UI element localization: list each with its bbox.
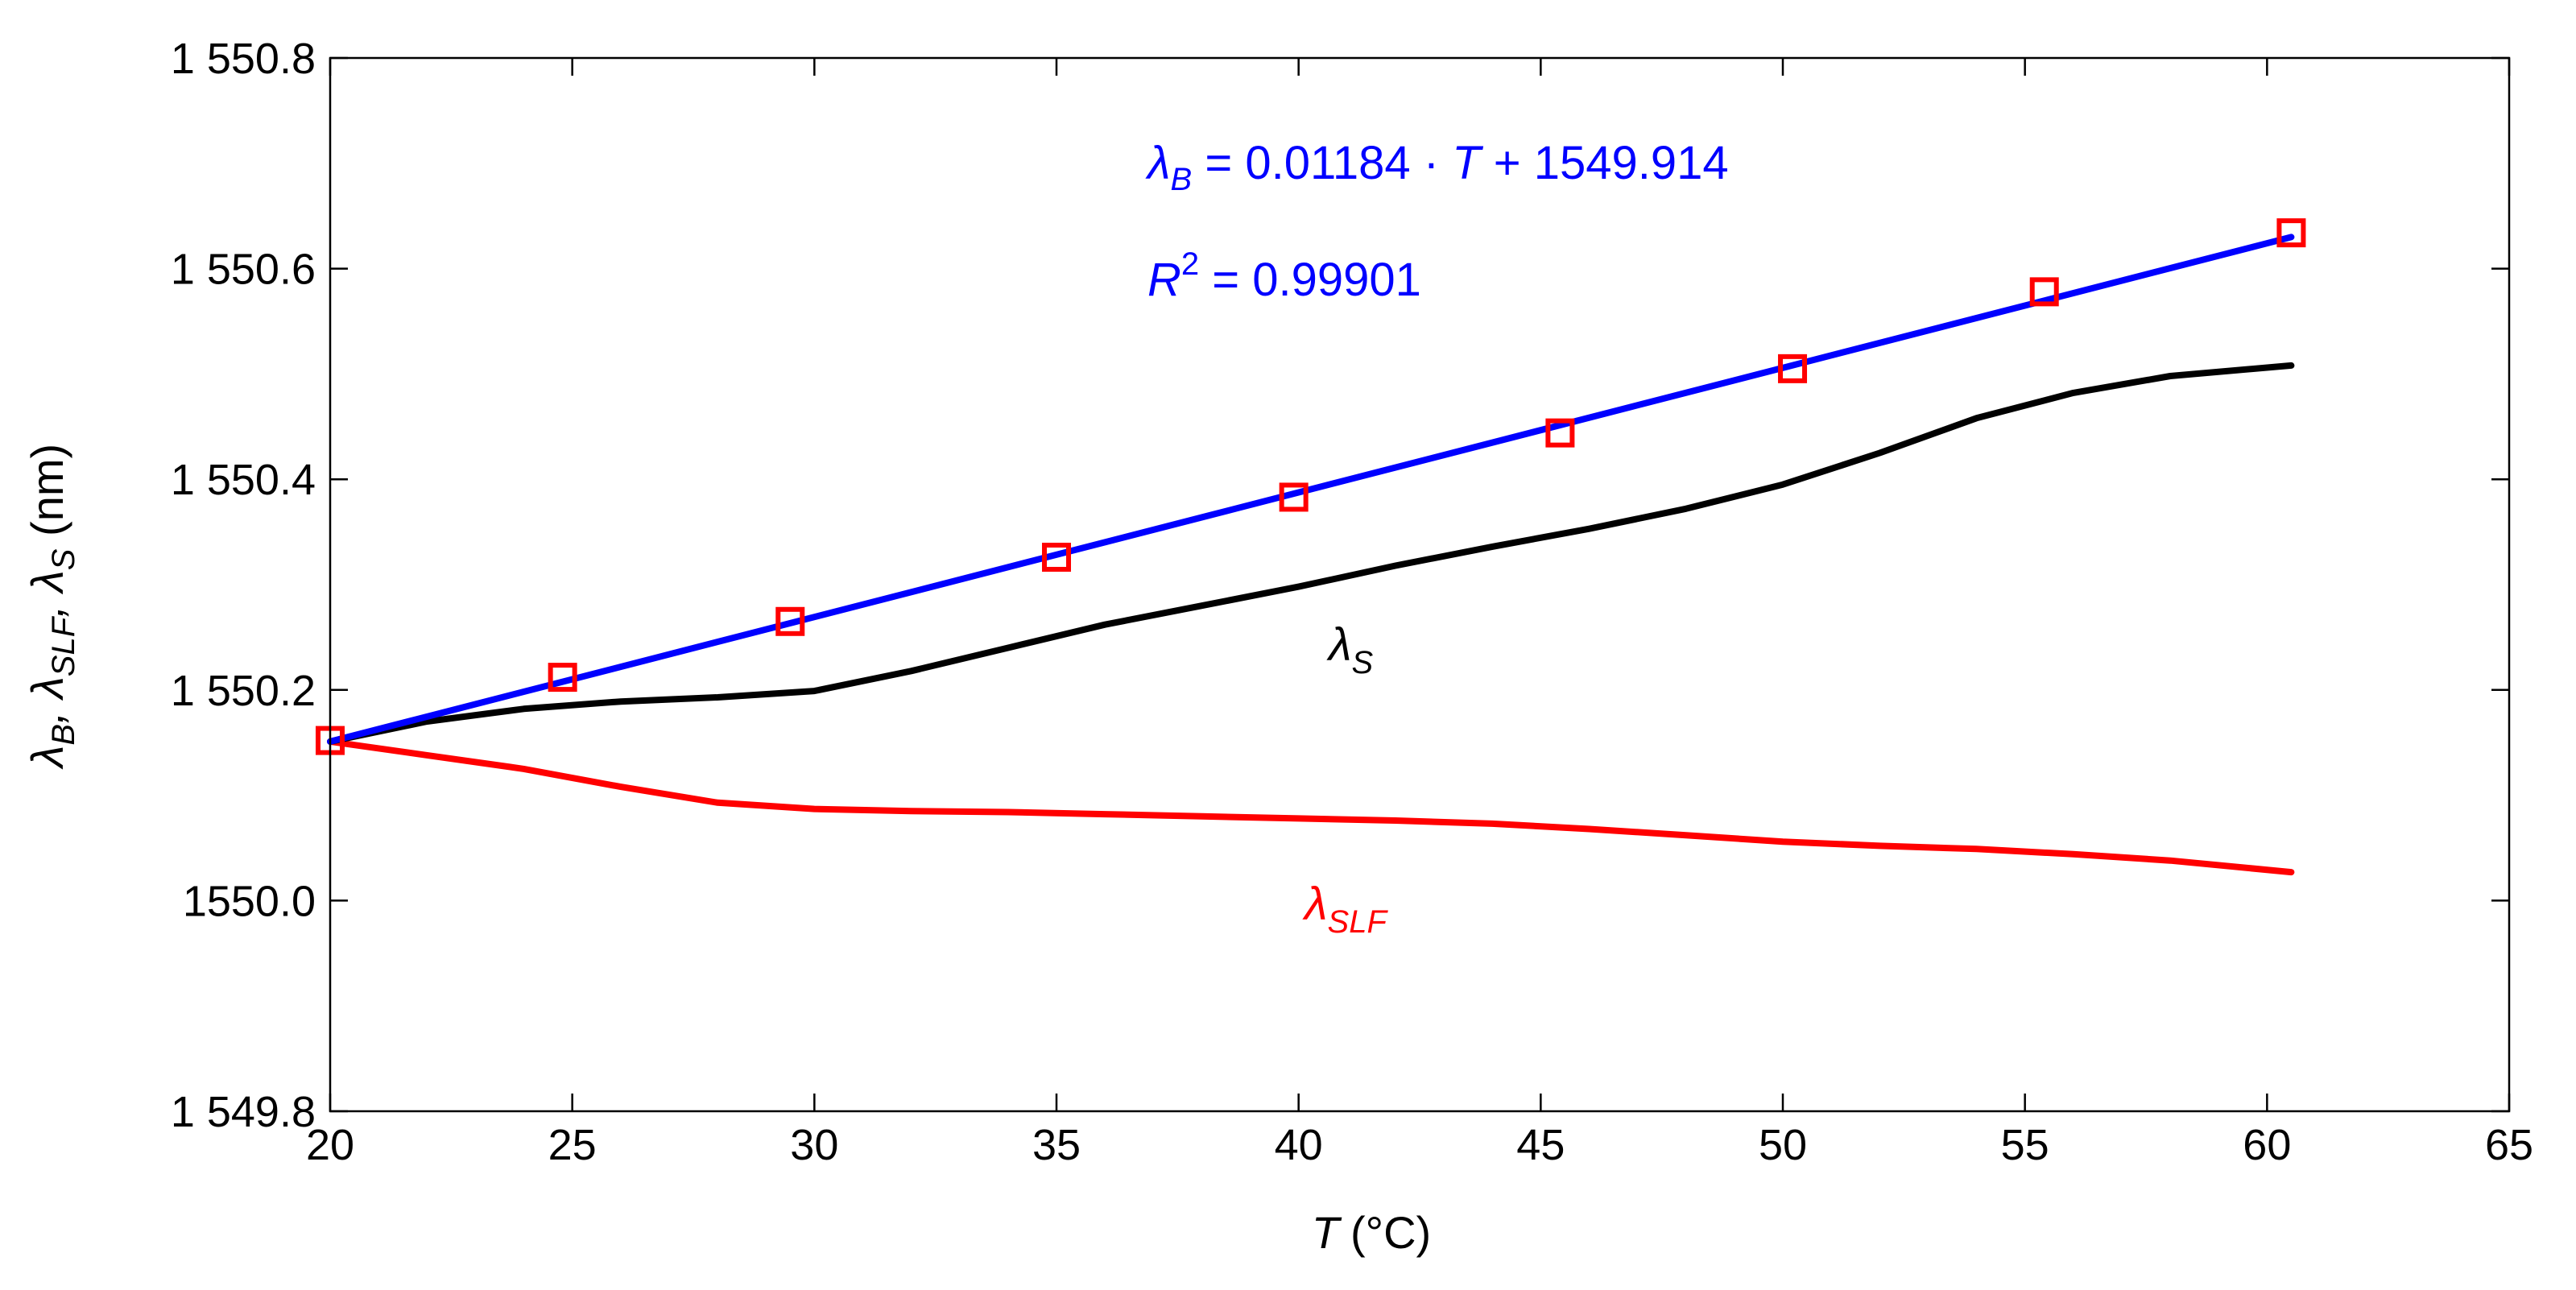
x-tick-label: 30	[790, 1121, 838, 1169]
fit-equation-rhs: + 1549.914	[1481, 137, 1729, 189]
x-tick-label: 60	[2243, 1121, 2291, 1169]
y-axis-title-unit: (nm)	[22, 444, 72, 549]
series-line-lambda-SLF	[327, 738, 2295, 876]
label-lambda-s-symbol: λ	[1326, 618, 1352, 671]
y-tick-label: 1 550.4	[171, 456, 316, 504]
data-point-marker	[1545, 418, 1575, 448]
r-squared-superscript: 2	[1181, 246, 1199, 282]
y-tick-label: 1 550.6	[171, 246, 316, 294]
r-squared-value: = 0.99901	[1199, 254, 1421, 306]
y-axis-title-lambda-s: , λ	[22, 570, 72, 618]
data-point-marker	[1778, 354, 1808, 383]
data-point-marker	[548, 663, 577, 693]
r-squared-symbol: R	[1147, 254, 1181, 306]
label-lambda-slf-symbol: λ	[1302, 878, 1328, 930]
y-axis-title: λB, λSLF, λS (nm)	[22, 444, 81, 770]
x-tick-label: 35	[1032, 1121, 1081, 1169]
fit-equation-subscript: B	[1171, 162, 1193, 197]
series-line-lambda-S	[327, 362, 2295, 745]
label-lambda-s: λS	[1326, 618, 1374, 680]
y-tick-label: 1 549.8	[171, 1088, 316, 1136]
y-axis-title-lambda-slf: , λ	[22, 676, 72, 724]
label-lambda-s-subscript: S	[1352, 645, 1374, 680]
fit-equation: λB = 0.01184 · T + 1549.914	[1145, 137, 1729, 197]
x-axis-title-symbol: T	[1312, 1207, 1342, 1258]
x-axis-title: T (°C)	[1312, 1207, 1431, 1258]
y-axis-title-sub-s: S	[46, 548, 81, 570]
label-lambda-slf-subscript: SLF	[1328, 904, 1389, 940]
y-tick-label: 1 550.8	[171, 35, 316, 83]
data-point-marker	[1279, 482, 1309, 512]
data-point-marker	[2276, 218, 2306, 248]
fit-equation-lambda: λ	[1145, 137, 1171, 189]
y-tick-label: 1 550.2	[171, 667, 316, 715]
label-lambda-slf: λSLF	[1302, 878, 1388, 940]
data-point-marker	[2029, 277, 2059, 307]
data-point-marker	[775, 606, 805, 636]
data-point-marker	[1042, 542, 1071, 572]
x-tick-label: 20	[306, 1121, 354, 1169]
y-axis-title-sub-slf: SLF	[46, 615, 81, 676]
x-tick-label: 55	[2001, 1121, 2049, 1169]
fit-equation-lhs: = 0.01184 ·	[1192, 137, 1452, 189]
x-tick-label: 45	[1516, 1121, 1565, 1169]
plot-series	[316, 218, 2306, 876]
y-axis-title-lambda-b: λ	[22, 746, 72, 771]
y-axis-ticks: 1 549.8 1550.0 1 550.2 1 550.4 1 550.6 1 550.…	[171, 35, 2509, 1136]
y-axis-title-sub-b: B	[46, 724, 81, 746]
fit-equation-variable: T	[1452, 137, 1483, 189]
x-tick-label: 50	[1759, 1121, 1807, 1169]
series-line-lambda-B-fit	[327, 234, 2295, 745]
x-axis-title-unit: (°C)	[1350, 1207, 1431, 1258]
x-axis-ticks: 20 25 30 35 40 45 50 55 60 65	[306, 58, 2533, 1169]
plot-frame	[329, 56, 2511, 1113]
x-tick-label: 40	[1275, 1121, 1323, 1169]
r-squared-annotation: R2 = 0.99901	[1147, 246, 1421, 306]
x-tick-label: 25	[548, 1121, 597, 1169]
x-tick-label: 65	[2485, 1121, 2533, 1169]
y-tick-label: 1550.0	[183, 877, 316, 925]
